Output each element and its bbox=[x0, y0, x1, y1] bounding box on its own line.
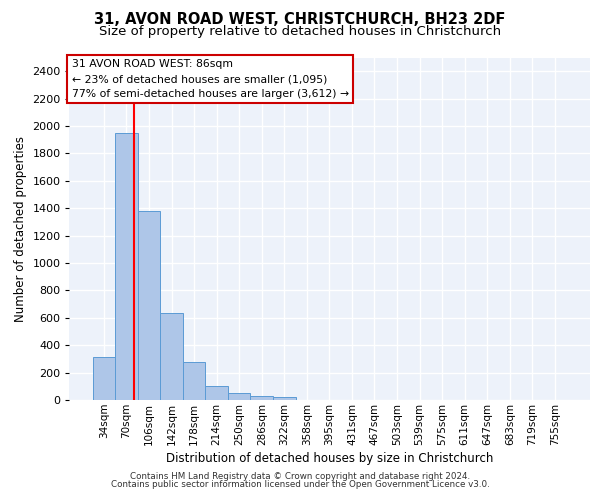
Text: Contains HM Land Registry data © Crown copyright and database right 2024.: Contains HM Land Registry data © Crown c… bbox=[130, 472, 470, 481]
Bar bbox=[273, 396, 296, 400]
Bar bbox=[92, 357, 115, 400]
Bar bbox=[160, 313, 183, 400]
Text: 31 AVON ROAD WEST: 86sqm
← 23% of detached houses are smaller (1,095)
77% of sem: 31 AVON ROAD WEST: 86sqm ← 23% of detach… bbox=[71, 59, 349, 99]
Bar bbox=[250, 396, 273, 400]
Bar bbox=[138, 211, 160, 400]
Text: Contains public sector information licensed under the Open Government Licence v3: Contains public sector information licen… bbox=[110, 480, 490, 489]
Bar bbox=[183, 362, 205, 400]
Text: Size of property relative to detached houses in Christchurch: Size of property relative to detached ho… bbox=[99, 25, 501, 38]
X-axis label: Distribution of detached houses by size in Christchurch: Distribution of detached houses by size … bbox=[166, 452, 493, 465]
Bar bbox=[205, 386, 228, 400]
Y-axis label: Number of detached properties: Number of detached properties bbox=[14, 136, 27, 322]
Bar bbox=[115, 133, 138, 400]
Bar bbox=[228, 394, 250, 400]
Text: 31, AVON ROAD WEST, CHRISTCHURCH, BH23 2DF: 31, AVON ROAD WEST, CHRISTCHURCH, BH23 2… bbox=[94, 12, 506, 28]
